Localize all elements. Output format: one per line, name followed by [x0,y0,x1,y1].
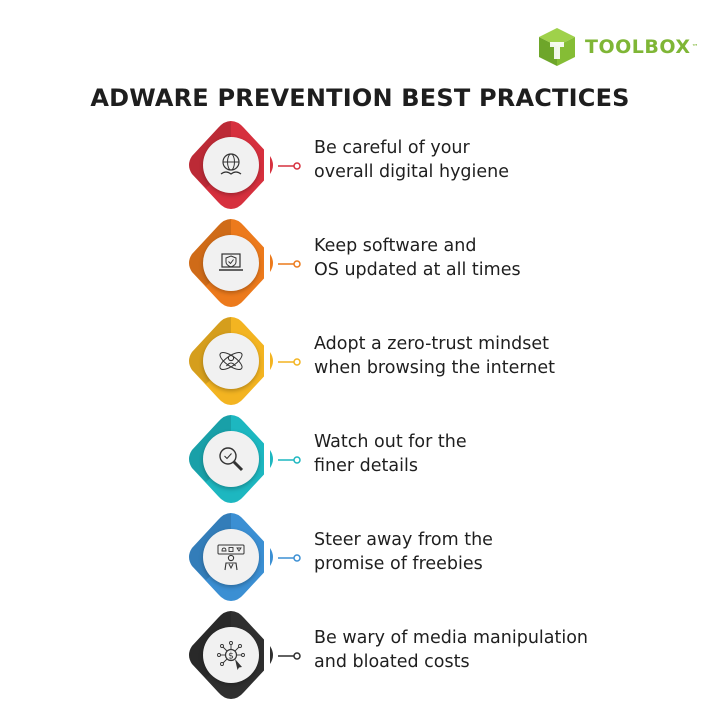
icon-circle [203,333,259,389]
practice-label-line2: promise of freebies [314,554,483,574]
practice-label: Steer away from the promise of freebies [314,528,493,576]
practice-label-line1: Be careful of your [314,138,470,158]
practice-label-line2: and bloated costs [314,652,470,672]
practice-badge [186,412,276,506]
icon-circle [203,137,259,193]
connector-dot-icon [278,652,301,660]
practice-item: Keep software and OS updated at all times [186,216,666,316]
practice-item: Steer away from the promise of freebies [186,510,666,610]
magnifier-icon [219,447,244,472]
practice-label-line1: Watch out for the [314,432,467,452]
practice-label-line1: Adopt a zero-trust mindset [314,334,549,354]
practice-item: Be careful of your overall digital hygien… [186,118,666,218]
laptop-shield-icon [219,253,243,271]
practice-label-line1: Be wary of media manipulation [314,628,589,648]
cube-icon [539,28,575,66]
practice-label-line1: Steer away from the [314,530,493,550]
practice-label-line2: finer details [314,456,418,476]
practice-label: Adopt a zero-trust mindset when browsing … [314,332,555,380]
user-orbit-icon [219,351,243,371]
person-gifts-icon [217,544,245,571]
practice-item: Adopt a zero-trust mindset when browsing … [186,314,666,414]
svg-text:$: $ [228,652,234,662]
icon-circle [203,529,259,585]
toolbox-logo: TOOLBOX ™ [536,26,698,68]
practice-badge [186,510,276,604]
practice-badge [186,118,276,212]
practice-label: Keep software and OS updated at all times [314,234,521,282]
dollar-network-icon: $ [217,641,245,670]
connector-dot-icon [278,554,301,562]
practice-label-line2: overall digital hygiene [314,162,510,182]
brand-name: TOOLBOX [585,36,691,58]
practice-label: Be wary of media manipulation and bloated… [314,626,588,674]
practice-label: Watch out for the finer details [314,430,467,478]
connector-dot-icon [278,260,301,268]
icon-circle: $ [203,627,259,683]
page-title: ADWARE PREVENTION BEST PRACTICES [90,84,630,112]
practice-label-line1: Keep software and [314,236,477,256]
connector-dot-icon [278,358,301,366]
globe-hand-icon [220,153,242,175]
practice-badge [186,216,276,310]
icon-circle [203,235,259,291]
practice-badge [186,314,276,408]
practice-item: $ Be wary of media manipulation and bloate… [186,608,666,708]
practice-badge: $ [186,608,276,702]
practice-item: Watch out for the finer details [186,412,666,512]
connector-dot-icon [278,456,301,464]
brand-trademark: ™ [691,43,699,51]
connector-dot-icon [278,162,301,170]
practice-label-line2: OS updated at all times [314,260,521,280]
icon-circle [203,431,259,487]
practice-label: Be careful of your overall digital hygien… [314,136,509,184]
practice-label-line2: when browsing the internet [314,358,555,378]
